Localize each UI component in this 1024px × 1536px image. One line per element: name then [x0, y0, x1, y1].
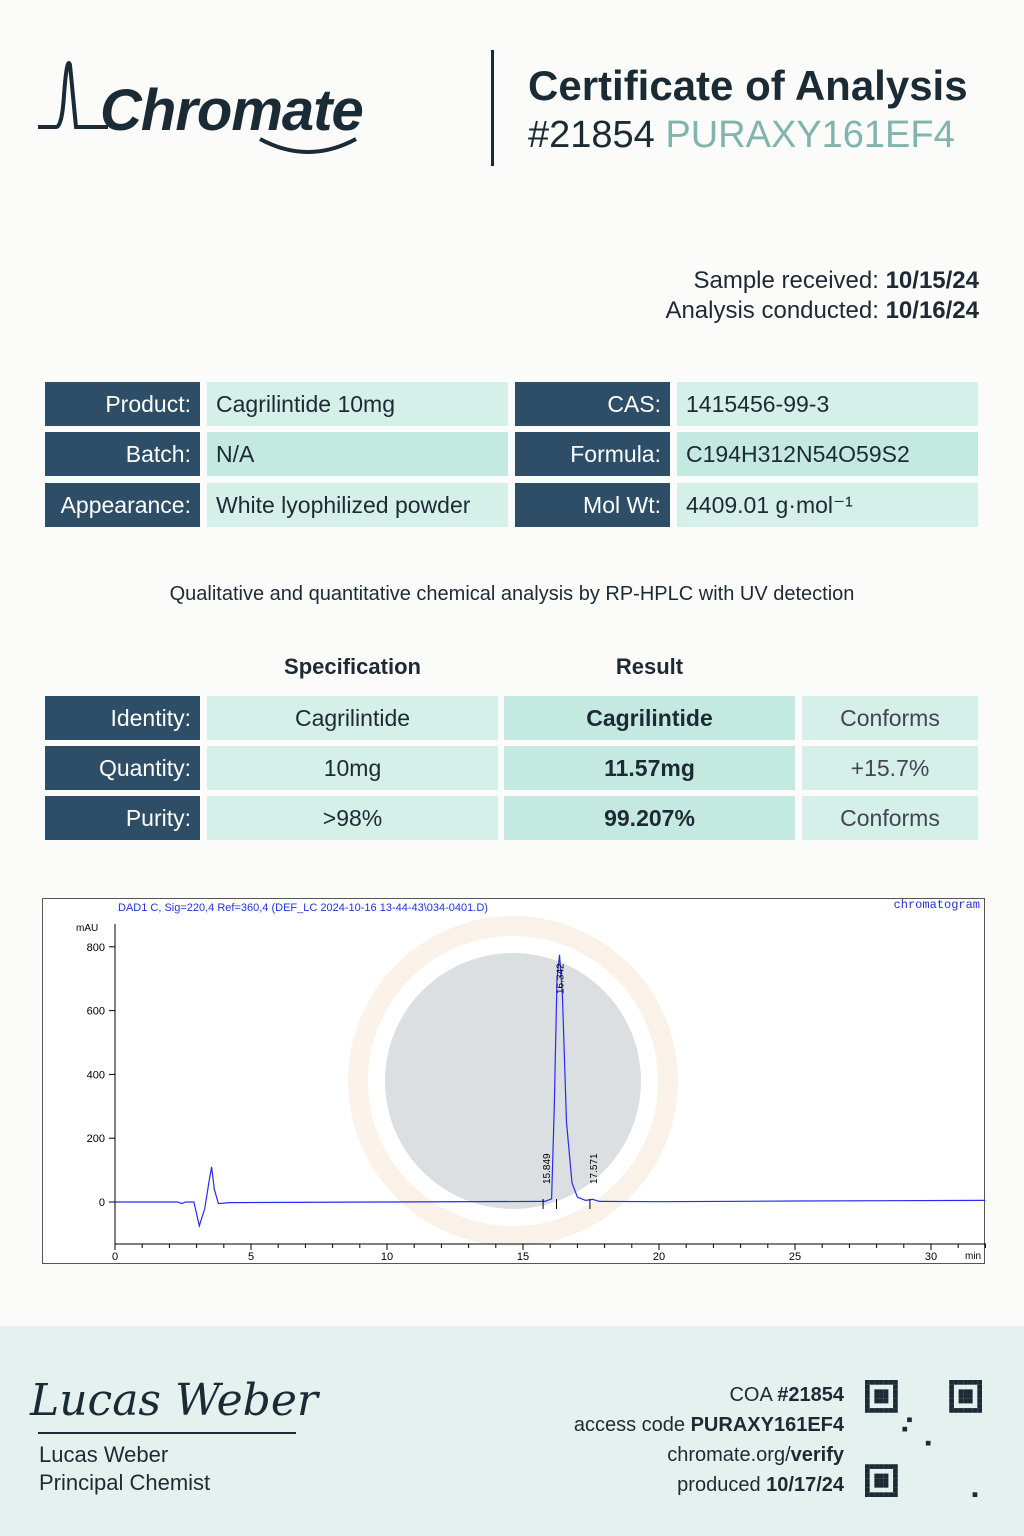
- chart-title: DAD1 C, Sig=220,4 Ref=360,4 (DEF_LC 2024…: [118, 902, 488, 914]
- info-label: Batch:: [45, 432, 200, 476]
- status-value: +15.7%: [802, 746, 978, 790]
- info-value: N/A: [207, 432, 508, 476]
- received-label: Sample received:: [693, 267, 879, 294]
- y-tick-label: 0: [99, 1197, 105, 1209]
- verify-link[interactable]: chromate.org/verify: [574, 1440, 844, 1470]
- signatory-title: Principal Chemist: [39, 1470, 211, 1495]
- info-value: 4409.01 g·mol⁻¹: [677, 483, 978, 527]
- brand-logo: Chromate: [38, 55, 364, 170]
- x-tick-label: 0: [112, 1251, 118, 1263]
- verify-site: chromate.org/: [667, 1444, 791, 1466]
- info-label: Appearance:: [45, 483, 200, 527]
- info-value: 1415456-99-3: [677, 382, 978, 426]
- info-value: White lyophilized powder: [207, 483, 508, 527]
- chromatogram-plot: DAD1 C, Sig=220,4 Ref=360,4 (DEF_LC 2024…: [76, 898, 986, 1263]
- result-value: Cagrilintide: [504, 696, 795, 740]
- signatory: Lucas Weber Principal Chemist: [39, 1441, 210, 1497]
- status-value: Conforms: [802, 696, 978, 740]
- access-label: access code: [573, 1414, 686, 1436]
- info-label: Product:: [45, 382, 200, 426]
- result-label: Quantity:: [45, 746, 200, 790]
- signature-line: [38, 1432, 296, 1434]
- x-tick-label: 25: [789, 1251, 801, 1263]
- corner-label: chromatogram: [894, 899, 980, 912]
- x-tick-label: 10: [381, 1251, 393, 1263]
- watermark: [348, 916, 678, 1246]
- signature-image: Lucas Weber: [30, 1375, 318, 1426]
- signatory-name: Lucas Weber: [39, 1442, 169, 1467]
- y-axis-label: mAU: [76, 923, 98, 934]
- smile-swoosh-icon: [259, 137, 357, 154]
- footer: [0, 1326, 1024, 1536]
- y-tick-label: 600: [87, 1006, 105, 1018]
- status-value: Conforms: [802, 796, 978, 840]
- conducted-label: Analysis conducted:: [665, 297, 879, 324]
- chromatogram-trace: [115, 954, 986, 1229]
- info-label: Formula:: [515, 432, 670, 476]
- certificate-number: #21854: [528, 114, 655, 156]
- result-label: Purity:: [45, 796, 200, 840]
- x-tick-label: 5: [248, 1251, 254, 1263]
- signature-script: Lucas Weber: [30, 1375, 318, 1426]
- received-date: 10/15/24: [885, 267, 979, 294]
- produced-label: produced: [677, 1474, 761, 1496]
- y-tick-label: 200: [87, 1133, 105, 1145]
- page-title: Certificate of Analysis: [528, 62, 968, 109]
- result-value: 99.207%: [504, 796, 795, 840]
- chromatogram: DAD1 C, Sig=220,4 Ref=360,4 (DEF_LC 2024…: [42, 898, 986, 1264]
- access-code-footer: PURAXY161EF4: [690, 1414, 844, 1436]
- conducted-date: 10/16/24: [885, 297, 979, 324]
- access-code: PURAXY161EF4: [665, 114, 955, 156]
- coa-label: COA: [729, 1384, 772, 1406]
- peak-label: 16.342: [556, 963, 567, 994]
- info-value: Cagrilintide 10mg: [207, 382, 508, 426]
- divider: [491, 50, 494, 166]
- coa-details: COA #21854 access code PURAXY161EF4 chro…: [574, 1380, 844, 1500]
- x-tick-label: 30: [925, 1251, 937, 1263]
- spec-value: 10mg: [207, 746, 498, 790]
- spec-header: Specification: [284, 654, 421, 679]
- y-tick-label: 800: [87, 942, 105, 954]
- result-value: 11.57mg: [504, 746, 795, 790]
- y-tick-label: 400: [87, 1069, 105, 1081]
- dates: Sample received: 10/15/24 Analysis condu…: [665, 266, 979, 326]
- certificate-id: #21854 PURAXY161EF4: [528, 114, 955, 157]
- x-tick-label: 20: [653, 1251, 665, 1263]
- spec-value: >98%: [207, 796, 498, 840]
- result-header: Result: [615, 654, 684, 679]
- method-description: Qualitative and quantitative chemical an…: [169, 583, 855, 605]
- peak-label: 15.849: [542, 1153, 553, 1184]
- brand-name: Chromate: [100, 78, 364, 143]
- peak-logo-icon: [38, 61, 108, 129]
- info-value: C194H312N54O59S2: [677, 432, 978, 476]
- info-label: Mol Wt:: [515, 483, 670, 527]
- spec-value: Cagrilintide: [207, 696, 498, 740]
- produced-date: 10/17/24: [766, 1474, 844, 1496]
- info-label: CAS:: [515, 382, 670, 426]
- qr-code[interactable]: [865, 1380, 982, 1497]
- coa-number: #21854: [777, 1384, 844, 1406]
- result-label: Identity:: [45, 696, 200, 740]
- x-axis-label: min: [965, 1251, 981, 1262]
- peak-label: 17.571: [589, 1153, 600, 1184]
- x-tick-label: 15: [517, 1251, 529, 1263]
- verify-path: verify: [790, 1444, 844, 1466]
